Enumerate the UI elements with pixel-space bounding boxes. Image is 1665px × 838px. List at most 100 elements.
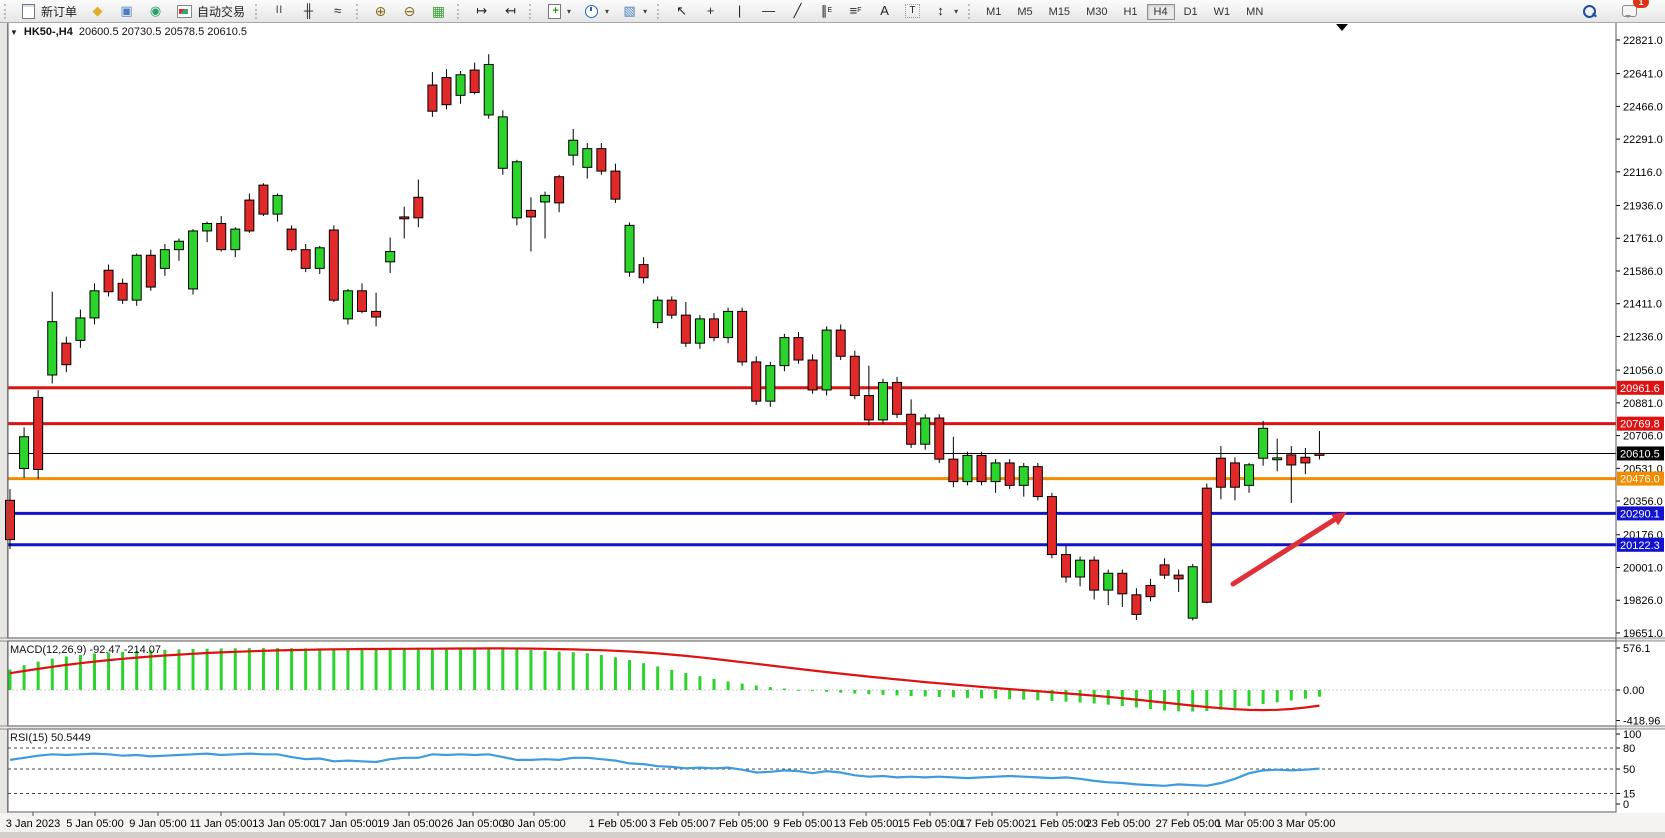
accounts-icon: ▣	[120, 3, 133, 18]
svg-text:9 Jan 05:00: 9 Jan 05:00	[129, 818, 187, 830]
svg-text:100: 100	[1623, 729, 1641, 741]
svg-text:1 Feb 05:00: 1 Feb 05:00	[589, 818, 648, 830]
auto-trading-label: 自动交易	[197, 4, 246, 19]
chat-bubble-icon	[1622, 5, 1637, 18]
auto-trading-button[interactable]: 自动交易	[170, 0, 251, 22]
svg-text:20122.3: 20122.3	[1620, 540, 1660, 552]
history-center-button[interactable]: ◆	[83, 0, 112, 22]
chevron-down-icon: ▾	[567, 6, 572, 16]
timeframe-mn[interactable]: MN	[1246, 6, 1264, 18]
chevron-down-icon: ▾	[643, 6, 648, 16]
timeframe-d1[interactable]: D1	[1183, 6, 1198, 18]
candlestick-button[interactable]: ╫	[294, 0, 323, 22]
text-icon: A	[880, 3, 889, 18]
toolbar: 新订单 ◆ ▣ ◉ 自动交易 ǀǀ ╫ ≈ ⊕ ⊖	[0, 0, 1665, 23]
tile-windows-button[interactable]: ▦	[424, 0, 453, 22]
timeframe-m5[interactable]: M5	[1017, 6, 1033, 18]
text-tool[interactable]: A	[870, 0, 899, 22]
auto-scroll-button[interactable]: ↦	[467, 0, 496, 22]
svg-text:13 Jan 05:00: 13 Jan 05:00	[252, 818, 316, 830]
clock-icon	[583, 3, 600, 19]
chart-header: ▼ HK50-,H4 20600.5 20730.5 20578.5 20610…	[10, 26, 247, 38]
template-icon: ▧	[623, 3, 636, 18]
toolbar-grip	[4, 3, 11, 19]
svg-text:22821.0: 22821.0	[1623, 35, 1663, 47]
timeframe-group: M1 M5 M15 M30 H1 H4 D1 W1 MN	[978, 4, 1271, 20]
svg-text:20356.0: 20356.0	[1623, 496, 1663, 508]
vertical-line-tool[interactable]: |	[725, 0, 754, 22]
candlestick-icon: ╫	[303, 3, 314, 18]
svg-text:15: 15	[1623, 789, 1635, 801]
signals-icon: ◉	[149, 3, 162, 18]
svg-text:20476.0: 20476.0	[1620, 474, 1660, 486]
bar-chart-button[interactable]: ǀǀ	[265, 0, 294, 22]
indicators-icon: +	[545, 3, 562, 19]
svg-text:20001.0: 20001.0	[1623, 562, 1663, 574]
timeframe-h4[interactable]: H4	[1146, 4, 1175, 20]
zoom-out-icon: ⊖	[403, 3, 416, 19]
text-label-tool[interactable]: T	[899, 0, 926, 22]
bar-chart-icon: ǀǀ	[275, 5, 284, 16]
zoom-in-icon: ⊕	[374, 3, 387, 19]
timeframe-m1[interactable]: M1	[986, 6, 1002, 18]
channel-icon: ∥ E	[820, 3, 833, 18]
svg-text:20881.0: 20881.0	[1623, 398, 1663, 410]
equidistant-channel-t ool[interactable]: ∥ E	[812, 0, 841, 22]
timeframe-m15[interactable]: M15	[1048, 6, 1071, 18]
svg-text:19 Jan 05:00: 19 Jan 05:00	[377, 818, 441, 830]
toolbar-grip	[529, 3, 536, 19]
candles-layer	[5, 54, 1325, 621]
svg-text:30 Jan 05:00: 30 Jan 05:00	[502, 818, 566, 830]
toolbar-grip	[255, 3, 262, 19]
fibonacci-icon: ≡ F	[849, 3, 862, 18]
svg-text:27 Feb 05:00: 27 Feb 05:00	[1156, 818, 1221, 830]
new-order-label: 新订单	[41, 4, 78, 19]
fibonacci-tool[interactable]: ≡ F	[841, 0, 870, 22]
timeframe-w1[interactable]: W1	[1213, 6, 1231, 18]
chart-canvas[interactable]: 22821.0 22641.0 22466.0 22291.0 22116.0 21936…	[0, 22, 1665, 838]
accounts-button[interactable]: ▣	[112, 0, 141, 22]
crosshair-tool[interactable]: +	[696, 0, 725, 22]
svg-text:21586.0: 21586.0	[1623, 266, 1663, 278]
periods-button[interactable]: ▾	[577, 0, 615, 22]
svg-text:21 Feb 05:00: 21 Feb 05:00	[1025, 818, 1090, 830]
line-chart-button[interactable]: ≈	[323, 0, 352, 22]
zoom-out-button[interactable]: ⊖	[395, 0, 424, 22]
new-order-button[interactable]: 新订单	[14, 0, 83, 22]
chart-shift-button[interactable]: ↤	[496, 0, 525, 22]
toolbar-grip	[356, 3, 363, 19]
toolbar-grip	[457, 3, 464, 19]
templates-button[interactable]: ▧ ▾	[615, 0, 653, 22]
horizontal-line-tool[interactable]: —	[754, 0, 783, 22]
trendline-tool[interactable]: ╱	[783, 0, 812, 22]
cursor-tool[interactable]: ↖	[667, 0, 696, 22]
zoom-in-button[interactable]: ⊕	[366, 0, 395, 22]
arrows-tool[interactable]: ↕ ▾	[926, 0, 964, 22]
svg-text:11 Jan 05:00: 11 Jan 05:00	[190, 818, 253, 830]
search-button[interactable]	[1577, 0, 1602, 22]
svg-text:22116.0: 22116.0	[1623, 167, 1662, 179]
svg-text:20706.0: 20706.0	[1623, 431, 1663, 443]
new-order-icon	[20, 3, 37, 19]
indicators-button[interactable]: + ▾	[539, 0, 577, 22]
svg-text:3 Feb 05:00: 3 Feb 05:00	[650, 818, 709, 830]
svg-text:19826.0: 19826.0	[1623, 595, 1663, 607]
timeframe-h1[interactable]: H1	[1123, 6, 1138, 18]
notifications-button[interactable]: 1	[1616, 0, 1649, 22]
chart-area[interactable]: 22821.0 22641.0 22466.0 22291.0 22116.0 21936…	[0, 22, 1665, 838]
svg-text:-418.96: -418.96	[1623, 716, 1660, 728]
cursor-icon: ↖	[676, 3, 688, 18]
svg-text:22291.0: 22291.0	[1623, 134, 1663, 146]
toolbar-grip	[657, 3, 664, 19]
vertical-line-icon: |	[737, 3, 742, 18]
svg-text:21056.0: 21056.0	[1623, 365, 1663, 377]
symbol-period-label: HK50-,H4	[23, 26, 73, 38]
collapse-icon[interactable]: ▼	[10, 27, 18, 37]
tile-windows-icon: ▦	[431, 3, 446, 19]
svg-text:17 Feb 05:00: 17 Feb 05:00	[960, 818, 1025, 830]
svg-text:0.00: 0.00	[1623, 685, 1644, 697]
svg-text:20610.5: 20610.5	[1620, 448, 1660, 460]
timeframe-m30[interactable]: M30	[1086, 6, 1108, 18]
signals-button[interactable]: ◉	[141, 0, 170, 22]
